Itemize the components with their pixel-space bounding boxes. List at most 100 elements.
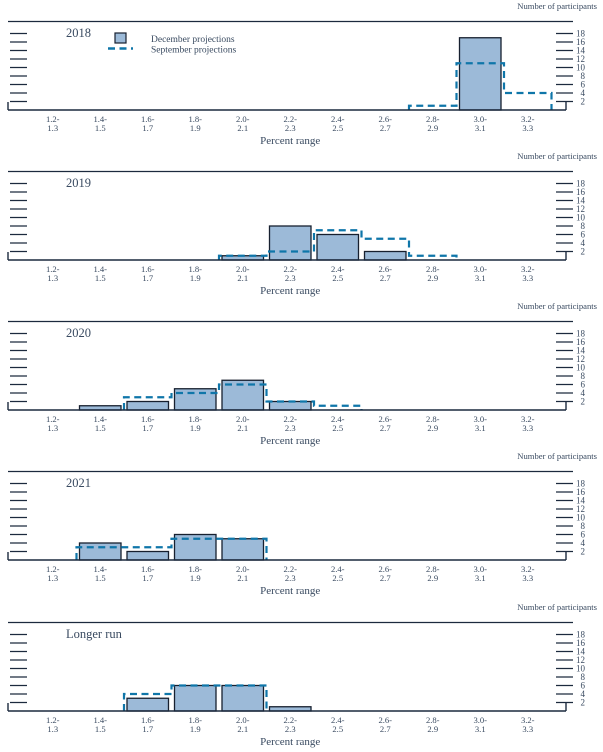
x-tick-label-top: 3.0- [473,414,487,424]
x-tick-label-bottom: 1.3 [47,423,58,433]
y-axis-title: Number of participants [517,301,597,311]
x-tick-label-bottom: 2.7 [380,573,391,583]
x-tick-label-top: 2.8- [426,264,440,274]
x-tick-label-bottom: 1.5 [95,423,106,433]
y-tick-label: 2 [581,397,586,407]
y-axis-title: Number of participants [517,1,597,11]
chart-panel-2020: Number of participants 2020 24681012141618… [7,301,598,447]
y-tick-label: 6 [581,681,586,691]
x-tick-label-top: 2.0- [236,564,250,574]
x-tick-label-bottom: 1.5 [95,273,106,283]
x-tick-label-top: 3.0- [473,114,487,124]
december-bar [78,542,122,561]
x-tick-label-bottom: 2.9 [427,273,438,283]
legend-september-label: September projections [151,46,237,56]
x-tick-label-top: 1.2- [46,715,60,725]
x-tick-label-bottom: 1.7 [142,573,153,583]
x-tick-label-top: 2.4- [331,414,345,424]
x-tick-label-top: 2.0- [236,114,250,124]
y-tick-label: 8 [581,672,586,682]
x-tick-label-bottom: 2.7 [380,423,391,433]
x-tick-label-bottom: 2.5 [332,724,343,734]
x-tick-label-bottom: 1.5 [95,123,106,133]
x-tick-label-top: 2.2- [283,564,297,574]
panel-title: 2018 [66,26,91,40]
x-tick-label-top: 3.2- [521,264,535,274]
x-tick-label-bottom: 2.3 [285,123,296,133]
september-projection-line [217,229,458,260]
legend-december-swatch [114,32,127,44]
x-tick-label-bottom: 3.3 [522,423,533,433]
december-bar [221,684,265,712]
x-tick-label-top: 2.6- [378,715,392,725]
x-tick-label-top: 3.0- [473,264,487,274]
x-tick-label-bottom: 1.3 [47,724,58,734]
x-tick-label-top: 2.6- [378,264,392,274]
x-tick-label-bottom: 1.3 [47,573,58,583]
x-tick-label-top: 2.0- [236,264,250,274]
panel-title: 2020 [66,326,91,340]
x-tick-label-top: 1.2- [46,414,60,424]
x-tick-label-top: 2.0- [236,715,250,725]
december-bar [126,400,170,411]
x-tick-label-top: 2.8- [426,715,440,725]
x-tick-label-bottom: 2.1 [237,724,248,734]
x-tick-label-top: 1.6- [141,564,155,574]
y-tick-label: 8 [581,371,586,381]
y-tick-label: 2 [581,547,586,557]
x-tick-label-top: 2.0- [236,414,250,424]
september-projection-line [122,383,363,410]
y-tick-label: 16 [576,487,586,497]
x-tick-label-top: 3.2- [521,564,535,574]
x-tick-label-bottom: 2.7 [380,273,391,283]
y-tick-label: 6 [581,380,586,390]
x-tick-label-bottom: 1.3 [47,123,58,133]
x-tick-label-bottom: 2.3 [285,573,296,583]
y-tick-label: 4 [581,388,586,398]
y-tick-label: 14 [576,46,586,56]
x-tick-label-bottom: 2.1 [237,123,248,133]
x-tick-label-top: 2.2- [283,264,297,274]
y-axis-title: Number of participants [517,451,597,461]
y-tick-label: 12 [576,504,585,514]
x-tick-label-top: 1.2- [46,264,60,274]
x-tick-label-bottom: 1.9 [190,123,201,133]
december-bar [458,37,502,111]
legend-december-label: December projections [151,35,235,45]
x-tick-label-bottom: 3.3 [522,724,533,734]
y-tick-label: 2 [581,97,586,107]
y-tick-label: 18 [576,179,586,189]
x-tick-label-top: 1.8- [188,564,202,574]
x-tick-label-bottom: 3.1 [475,423,486,433]
chart-panel-2019: Number of participants 2019 24681012141618… [7,151,598,297]
y-tick-label: 16 [576,337,586,347]
x-tick-label-bottom: 1.9 [190,423,201,433]
x-tick-label-top: 2.2- [283,114,297,124]
x-tick-label-top: 1.4- [93,414,107,424]
december-bar [221,538,265,561]
x-tick-label-top: 1.6- [141,715,155,725]
x-tick-label-top: 2.2- [283,715,297,725]
x-tick-label-top: 1.4- [93,264,107,274]
y-tick-label: 8 [581,521,586,531]
x-tick-label-bottom: 2.5 [332,573,343,583]
december-bar [316,233,360,261]
december-bar [268,225,312,261]
y-tick-label: 18 [576,630,586,640]
x-tick-label-top: 1.2- [46,564,60,574]
december-bar [363,250,407,261]
x-tick-label-top: 1.4- [93,715,107,725]
x-tick-label-bottom: 3.3 [522,273,533,283]
x-tick-label-bottom: 2.5 [332,423,343,433]
y-tick-label: 14 [576,647,586,657]
x-axis-title: Percent range [260,585,320,597]
x-tick-label-bottom: 1.9 [190,273,201,283]
september-projection-line [122,684,268,711]
y-axis-title: Number of participants [517,151,597,161]
y-tick-label: 12 [576,204,585,214]
x-axis-title: Percent range [260,435,320,447]
december-bar [126,697,170,712]
x-tick-label-top: 2.4- [331,114,345,124]
december-bar [268,400,312,411]
